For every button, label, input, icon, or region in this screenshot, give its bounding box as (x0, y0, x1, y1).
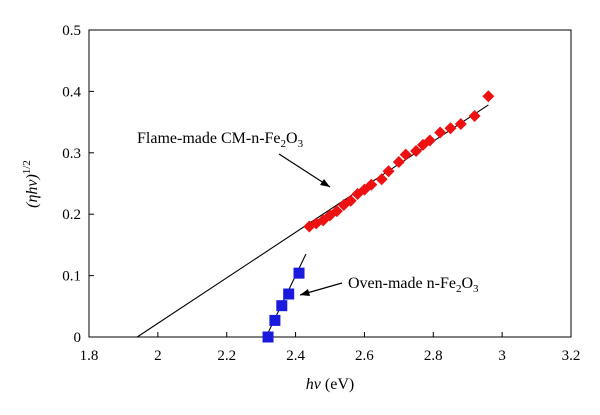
data-point-flame-made (482, 90, 495, 103)
annotation-flame-made-label: Flame-made CM-n-Fe2O3 (137, 130, 304, 150)
x-tick-label: 2 (154, 348, 162, 364)
data-point-flame-made (392, 156, 405, 169)
x-tick-label: 2.8 (424, 348, 443, 364)
data-point-flame-made (454, 117, 467, 130)
data-point-oven-made (269, 314, 281, 326)
x-axis-title-quantity: hν (306, 376, 322, 393)
oven-label-main: Oven-made n-Fe (348, 275, 456, 292)
y-tick-label: 0.5 (62, 23, 81, 39)
x-tick-label: 2.6 (355, 348, 374, 364)
x-tick-label: 3.2 (562, 348, 581, 364)
y-axis-title-base: (ηhν) (24, 174, 41, 208)
data-point-flame-made (344, 194, 357, 207)
annotation-oven-made: Oven-made n-Fe2O3 (299, 275, 479, 296)
oven-label-sub2: 3 (473, 283, 479, 295)
annotation-flame-made: Flame-made CM-n-Fe2O3 (137, 130, 331, 188)
x-tick-label: 1.8 (80, 348, 99, 364)
x-tick-label: 2.2 (217, 348, 236, 364)
data-point-oven-made (262, 331, 274, 343)
y-tick-label: 0.3 (62, 146, 81, 162)
data-points (262, 90, 495, 343)
data-point-flame-made (375, 173, 388, 186)
x-axis-title-unit: (eV) (321, 376, 354, 393)
data-point-oven-made (283, 288, 295, 300)
annotation-flame-made-arrowhead (320, 179, 330, 187)
data-point-flame-made (434, 126, 447, 139)
data-point-flame-made (382, 165, 395, 178)
oven-label-sub1: 2 (456, 283, 462, 295)
data-point-flame-made (365, 178, 378, 191)
data-point-flame-made (468, 109, 481, 122)
y-tick-label: 0.4 (62, 84, 81, 100)
plot-area: 1.8 2 2.2 2.4 2.6 2.8 3 3.2 0 0.1 0.2 0.3 0.4 0.5 (62, 23, 580, 364)
data-point-oven-made (293, 267, 305, 279)
data-point-flame-made (423, 134, 436, 147)
y-axis-title: (ηhν)1/2 (21, 160, 41, 208)
y-ticks: 0 0.1 0.2 0.3 0.4 0.5 (62, 23, 94, 346)
y-axis-title-exponent: 1/2 (21, 160, 33, 174)
flame-label-sub1: 2 (281, 138, 287, 150)
data-point-oven-made (276, 300, 288, 312)
annotation-flame-made-arrow (278, 153, 331, 188)
oven-label-mid: O (461, 275, 473, 292)
x-tick-label: 2.4 (286, 348, 305, 364)
data-point-flame-made (399, 148, 412, 161)
y-tick-label: 0 (74, 330, 82, 346)
data-point-flame-made (410, 144, 423, 157)
annotation-oven-made-arrowhead (300, 289, 310, 296)
data-point-flame-made (444, 122, 457, 135)
plot-frame (88, 29, 572, 338)
flame-label-sub2: 3 (298, 138, 304, 150)
x-ticks: 1.8 2 2.2 2.4 2.6 2.8 3 3.2 (80, 332, 581, 364)
data-point-flame-made (330, 205, 343, 218)
x-axis-title: hν (eV) (306, 376, 354, 393)
flame-label-main: Flame-made CM-n-Fe (137, 130, 281, 147)
x-tick-label: 3 (498, 348, 506, 364)
flame-label-mid: O (286, 130, 298, 147)
y-tick-label: 0.1 (62, 269, 81, 285)
annotation-oven-made-label: Oven-made n-Fe2O3 (348, 275, 479, 295)
y-tick-label: 0.2 (62, 207, 81, 223)
